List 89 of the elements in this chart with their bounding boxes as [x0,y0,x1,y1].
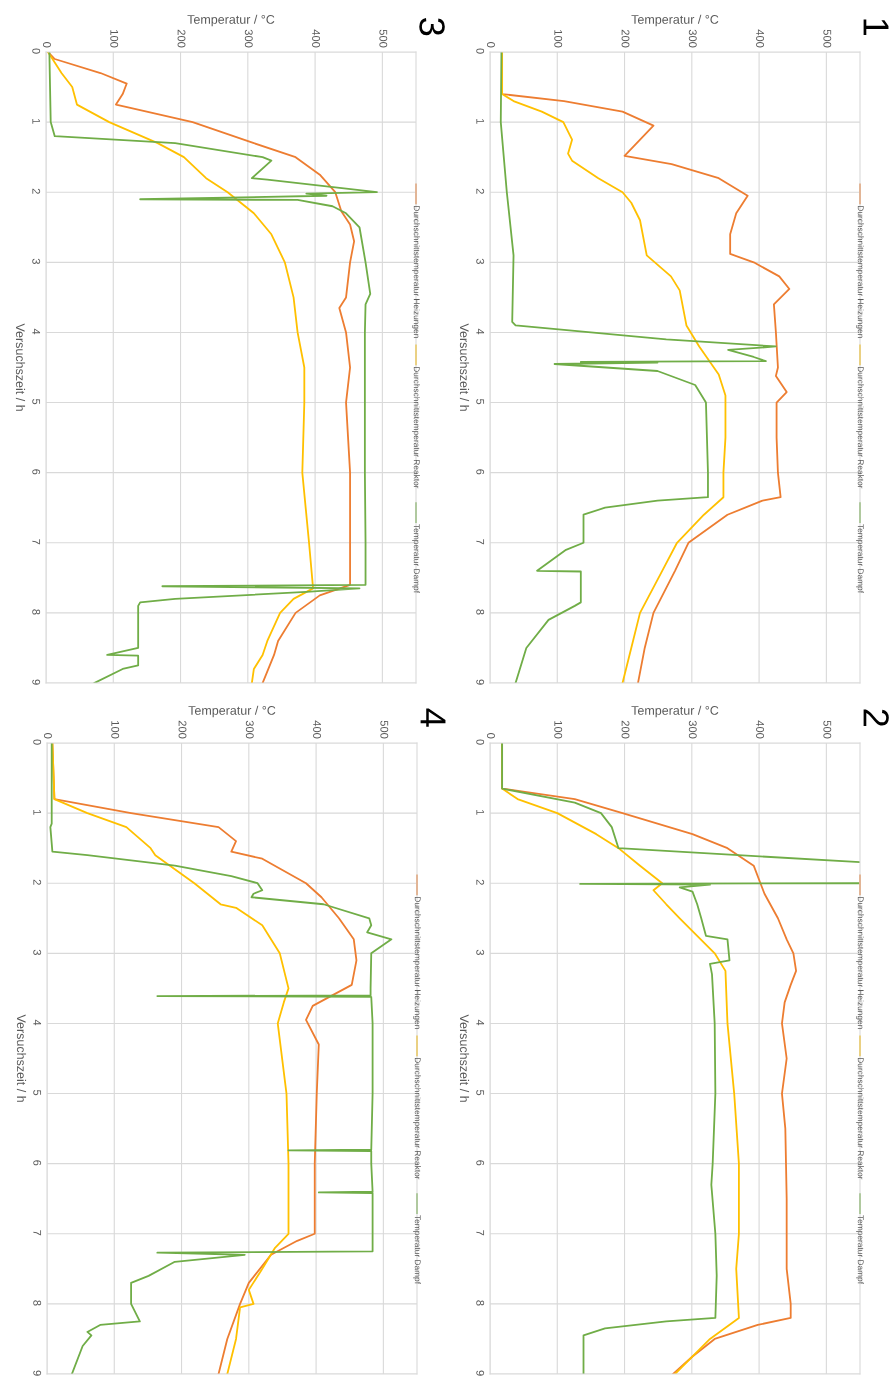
y-tick-label: 0 [476,739,485,745]
chart-title: 3 [419,18,445,36]
chart-title: 1 [863,19,889,36]
x-tick-label: 300 [244,29,253,48]
y-tick-label: 4 [33,1019,42,1026]
line-series [501,52,727,683]
y-tick-label: 7 [476,539,485,545]
y-tick-label: 5 [32,398,41,405]
legend-label: Durchschnittstemperatur Reaktor [856,1057,864,1180]
y-tick-label: 6 [476,469,485,475]
x-tick-label: 100 [554,721,563,739]
x-tick-label: 100 [110,30,119,48]
y-tick-label: 3 [476,949,485,955]
x-axis-title: Temperatur / °C [631,705,719,718]
y-tick-label: 1 [476,118,485,124]
y-tick-label: 8 [33,1300,42,1306]
y-tick-label: 2 [476,879,485,885]
x-tick-label: 200 [177,29,186,48]
legend-label: Durchschnittstemperatur Reaktor [413,1057,421,1180]
x-tick-label: 400 [313,720,321,739]
x-tick-label: 0 [487,42,495,48]
y-tick-label: 9 [33,1370,42,1376]
x-tick-label: 0 [487,733,495,739]
x-tick-label: 500 [379,29,388,48]
x-tick-label: 100 [111,721,120,739]
y-tick-label: 5 [476,1089,485,1096]
x-tick-label: 0 [44,733,52,739]
y-tick-label: 4 [32,328,41,335]
y-axis-title: Versuchszeit / h [459,323,470,411]
x-tick-label: 200 [178,720,187,739]
x-tick-label: 300 [245,720,254,739]
x-tick-label: 100 [554,30,563,48]
y-tick-label: 7 [33,1230,42,1236]
x-tick-label: 400 [756,720,764,739]
y-tick-label: 4 [476,1019,485,1026]
y-tick-label: 1 [476,809,485,815]
y-tick-label: 2 [33,879,42,885]
y-tick-label: 1 [33,809,42,815]
y-tick-label: 7 [32,539,41,545]
y-tick-label: 8 [476,1300,485,1306]
x-tick-label: 400 [756,29,764,48]
y-tick-label: 2 [32,188,41,194]
y-tick-label: 4 [476,328,485,335]
x-axis-title: Temperatur / °C [188,705,276,718]
y-tick-label: 3 [33,949,42,955]
y-axis-title: Versuchszeit / h [15,323,26,411]
x-tick-label: 500 [823,720,832,739]
x-tick-label: 300 [688,29,697,48]
x-tick-label: 500 [823,29,832,48]
y-tick-label: 6 [32,469,41,475]
y-tick-label: 6 [476,1160,485,1166]
y-tick-label: 8 [32,609,41,615]
y-tick-label: 9 [32,679,41,685]
y-tick-label: 1 [32,118,41,124]
y-tick-label: 0 [33,739,42,745]
y-tick-label: 0 [476,48,485,54]
legend-label: Temperatur Dampf [412,524,420,593]
y-axis-title: Versuchszeit / h [459,1014,470,1102]
y-tick-label: 3 [476,258,485,264]
y-tick-label: 8 [476,609,485,615]
y-tick-label: 2 [476,188,485,194]
legend-label: Durchschnittstemperatur Reaktor [412,366,420,489]
y-tick-label: 6 [33,1160,42,1166]
legend-label: Temperatur Dampf [856,1215,864,1284]
y-tick-label: 7 [476,1230,485,1236]
legend-label: Durchschnittstemperatur Heizungen [856,206,864,338]
legend-label: Durchschnittstemperatur Heizungen [856,897,864,1029]
y-tick-label: 5 [33,1089,42,1096]
y-tick-label: 5 [476,398,485,405]
x-axis-title: Temperatur / °C [187,14,275,27]
legend-label: Temperatur Dampf [413,1215,421,1284]
chart-title: 4 [420,708,446,727]
x-tick-label: 200 [621,720,630,739]
y-axis-title: Versuchszeit / h [16,1014,27,1102]
chart-title: 2 [863,709,889,726]
y-tick-label: 9 [476,1370,485,1376]
x-tick-label: 200 [621,29,630,48]
legend-label: Durchschnittstemperatur Heizungen [413,897,421,1029]
x-tick-label: 300 [688,720,697,739]
y-tick-label: 0 [32,48,41,54]
y-tick-label: 3 [32,258,41,264]
x-axis-title: Temperatur / °C [631,14,719,27]
x-tick-label: 500 [380,720,389,739]
legend-label: Durchschnittstemperatur Heizungen [412,206,420,338]
y-tick-label: 9 [476,679,485,685]
x-tick-label: 400 [312,29,320,48]
x-tick-label: 0 [43,42,51,48]
legend-label: Temperatur Dampf [856,524,864,593]
legend-label: Durchschnittstemperatur Reaktor [856,366,864,489]
